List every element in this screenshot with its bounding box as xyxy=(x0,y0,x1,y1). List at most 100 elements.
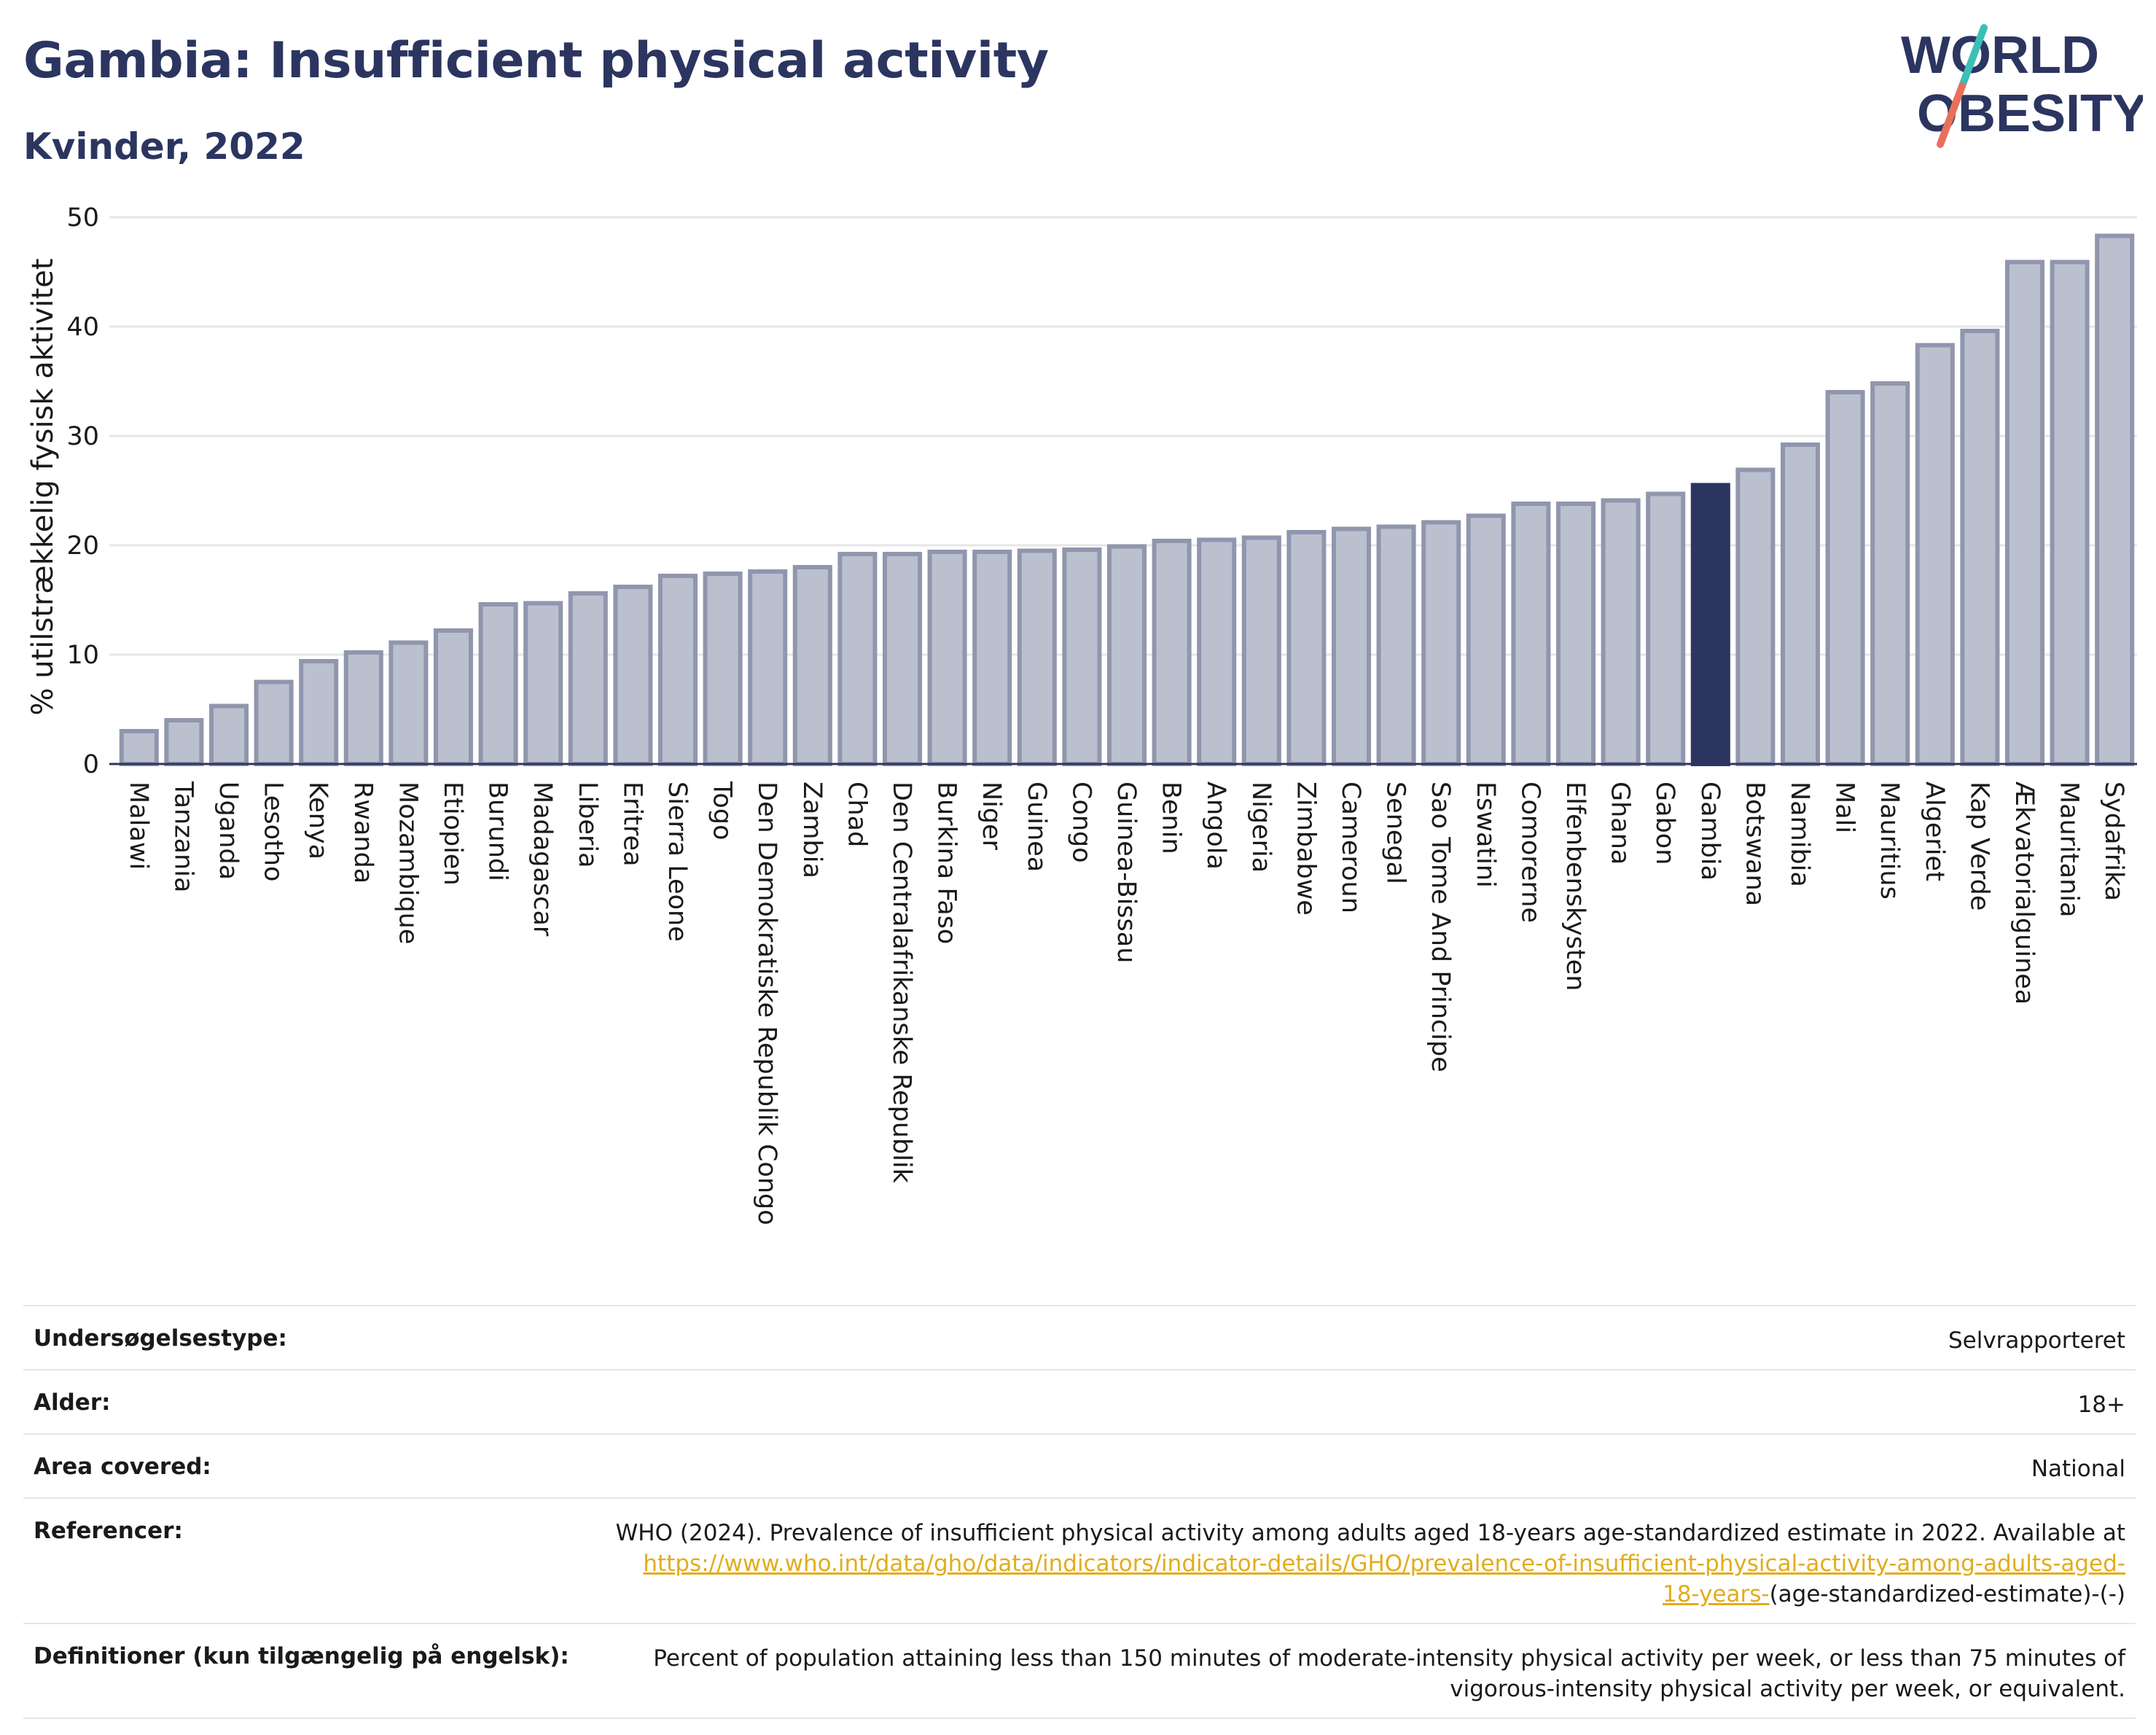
x-category-label: Cameroun xyxy=(1336,781,1365,913)
info-value: National xyxy=(598,1433,2136,1498)
info-value: 18+ xyxy=(598,1369,2136,1434)
x-category-label: Sao Tome And Principe xyxy=(1426,781,1455,1072)
x-category-label: Burkina Faso xyxy=(932,781,961,944)
bar-burkina-faso xyxy=(927,550,967,766)
x-category-label: Den Demokratiske Republik Congo xyxy=(752,781,781,1225)
bar-gambia xyxy=(1690,483,1730,766)
bar-guinea xyxy=(1017,548,1057,766)
bar-malawi xyxy=(119,729,159,766)
info-label: Definitioner (kun tilgængelig på engelsk… xyxy=(23,1623,598,1719)
x-category-label: Guinea-Bissau xyxy=(1112,781,1141,963)
y-tick-label: 20 xyxy=(66,531,99,561)
y-axis-title: % utilstrækkelig fysisk aktivitet xyxy=(26,258,60,715)
bar-uganda xyxy=(208,703,249,766)
bar-chart: 0 10 20 30 40 50 % utilstrækkelig fysisk akti… xyxy=(26,203,2137,1225)
bar-togo xyxy=(703,572,743,766)
x-category-label: Mozambique xyxy=(393,781,422,944)
x-category-label: Gabon xyxy=(1650,781,1679,865)
bar-zimbabwe xyxy=(1286,530,1327,766)
bar-eritrea xyxy=(613,585,653,766)
x-category-label: Malawi xyxy=(124,781,153,870)
bar-ghana xyxy=(1601,498,1641,766)
bar-sydafrika xyxy=(2095,233,2135,766)
references-link[interactable]: https://www.who.int/data/gho/data/indica… xyxy=(643,1551,2125,1607)
bar-cameroun xyxy=(1331,526,1372,766)
x-category-label: Den Centralafrikanske Republik xyxy=(887,781,916,1184)
x-category-label: Guinea xyxy=(1022,781,1051,872)
info-label: Area covered: xyxy=(23,1433,598,1498)
x-category-label: Ækvatorialguinea xyxy=(2009,781,2039,1005)
bar-liberia xyxy=(568,591,608,766)
x-category-label: Mauritius xyxy=(1875,781,1904,900)
info-row-references: Referencer: WHO (2024). Prevalence of in… xyxy=(23,1497,2136,1623)
x-category-label: Lesotho xyxy=(259,781,288,881)
bar-rwanda xyxy=(343,650,383,766)
bar-congo xyxy=(1062,547,1102,766)
page-title: Gambia: Insufficient physical activity xyxy=(23,32,1049,90)
x-category-label: Botswana xyxy=(1740,781,1769,906)
x-category-label: Mauritania xyxy=(2055,781,2084,917)
x-category-label: Madagascar xyxy=(528,781,557,937)
references-text: WHO (2024). Prevalence of insufficient p… xyxy=(615,1520,2125,1546)
bar-zambia xyxy=(792,565,832,766)
x-category-label: Uganda xyxy=(214,781,243,880)
x-category-label: Kenya xyxy=(303,781,332,859)
x-category-label: Senegal xyxy=(1381,781,1410,884)
x-category-label: Zambia xyxy=(797,781,827,878)
info-value: Selvrapporteret xyxy=(598,1305,2136,1370)
bar-niger xyxy=(972,550,1012,766)
x-category-label: Sierra Leone xyxy=(663,781,692,942)
bar-namibia xyxy=(1780,442,1821,766)
x-category-label: Nigeria xyxy=(1246,781,1276,873)
x-category-label: Rwanda xyxy=(348,781,378,884)
bar-ækvatorialguinea xyxy=(2004,260,2045,766)
x-category-label: Tanzania xyxy=(168,781,198,892)
bar-nigeria xyxy=(1241,535,1281,766)
bar-botswana xyxy=(1735,467,1776,766)
info-row-age: Alder: 18+ xyxy=(23,1369,2136,1434)
x-category-label: Algeriet xyxy=(1920,781,1949,881)
logo-line1: WORLD xyxy=(1901,26,2099,85)
bar-chad xyxy=(837,552,878,766)
x-category-label: Eritrea xyxy=(617,781,647,867)
bar-den-demokratiske-republik-congo xyxy=(748,569,788,766)
info-row-survey-type: Undersøgelsestype: Selvrapporteret xyxy=(23,1305,2136,1370)
bar-mali xyxy=(1825,390,1865,766)
page-subtitle: Kvinder, 2022 xyxy=(23,125,305,168)
bar-sierra-leone xyxy=(657,574,698,766)
bar-mozambique xyxy=(388,640,429,766)
bar-mauritania xyxy=(2050,260,2090,766)
bar-comorerne xyxy=(1511,502,1551,766)
bar-senegal xyxy=(1376,524,1416,766)
logo-slash-top xyxy=(1958,24,1988,90)
x-category-label: Ghana xyxy=(1606,781,1635,865)
y-tick-label: 0 xyxy=(83,750,99,779)
y-tick-label: 10 xyxy=(66,641,99,670)
bar-algeriet xyxy=(1915,343,1955,766)
bar-den-centralafrikanske-republik xyxy=(882,552,923,766)
x-category-label: Namibia xyxy=(1785,781,1814,887)
info-table: Undersøgelsestype: Selvrapporteret Alder… xyxy=(23,1305,2136,1719)
info-value: Percent of population attaining less tha… xyxy=(598,1623,2136,1719)
bar-lesotho xyxy=(254,679,294,766)
bar-gabon xyxy=(1646,491,1686,766)
info-value: WHO (2024). Prevalence of insufficient p… xyxy=(598,1497,2136,1623)
bar-kenya xyxy=(299,659,339,766)
x-category-label: Mali xyxy=(1830,781,1859,833)
bar-elfenbenskysten xyxy=(1555,502,1596,766)
bar-tanzania xyxy=(164,718,204,766)
bar-guinea-bissau xyxy=(1106,544,1147,766)
info-row-definitions: Definitioner (kun tilgængelig på engelsk… xyxy=(23,1623,2136,1719)
info-label: Undersøgelsestype: xyxy=(23,1305,598,1370)
bar-sao-tome-and-principe xyxy=(1421,520,1461,766)
bar-burundi xyxy=(478,602,518,766)
bar-kap-verde xyxy=(1960,329,2000,766)
x-category-label: Togo xyxy=(708,781,737,840)
bar-mauritius xyxy=(1870,381,1910,766)
references-suffix: (age-standardized-estimate)-(-) xyxy=(1769,1581,2125,1607)
info-row-area: Area covered: National xyxy=(23,1433,2136,1498)
bar-eswatini xyxy=(1466,513,1506,766)
x-category-label: Chad xyxy=(842,781,871,847)
x-category-label: Niger xyxy=(977,781,1006,851)
x-category-label: Etiopien xyxy=(438,781,467,886)
